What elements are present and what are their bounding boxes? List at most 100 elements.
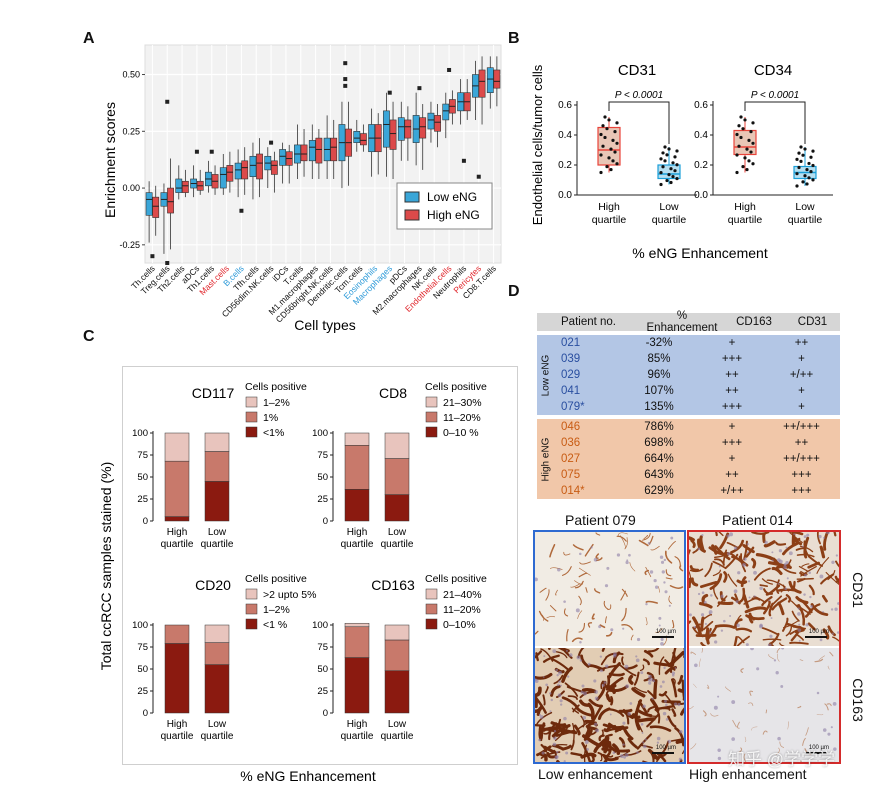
- stain-stroke: [587, 622, 593, 628]
- stain-stroke: [698, 658, 701, 667]
- cell-patient-no: 021: [561, 337, 581, 349]
- outlier-point: [343, 77, 348, 82]
- nucleus-dot: [627, 712, 631, 716]
- box: [167, 187, 174, 214]
- stain-stroke: [775, 541, 787, 546]
- stain-stroke: [751, 532, 770, 535]
- nucleus-dot: [660, 637, 664, 641]
- stain-stroke: [535, 652, 539, 662]
- nucleus-dot: [775, 671, 779, 675]
- nucleus-dot: [677, 703, 681, 707]
- stain-stroke: [602, 753, 614, 758]
- nucleus-dot: [535, 678, 537, 682]
- nucleus-dot: [649, 677, 654, 682]
- box: [175, 178, 183, 193]
- box: [493, 69, 501, 89]
- data-point: [607, 156, 611, 160]
- table-row: 021 -32% + ++: [537, 335, 840, 351]
- box: [404, 119, 412, 139]
- cell-cd163: +: [728, 453, 736, 465]
- stain-stroke: [714, 545, 731, 561]
- stain-stroke: [733, 636, 738, 646]
- nucleus-dot: [733, 546, 738, 550]
- stain-stroke: [771, 566, 783, 576]
- c-chart-title: CD20: [195, 577, 231, 593]
- stain-stroke: [621, 588, 628, 597]
- nucleus-dot: [753, 570, 757, 575]
- nucleus-dot: [837, 602, 839, 605]
- nucleus-dot: [549, 692, 552, 695]
- stain-stroke: [550, 721, 567, 727]
- stain-stroke: [539, 613, 545, 621]
- stain-stroke: [689, 620, 692, 625]
- bar-segment-mid: [204, 451, 230, 482]
- stain-stroke: [763, 540, 776, 548]
- stain-stroke: [539, 587, 547, 593]
- data-point: [811, 178, 815, 182]
- cell-enhancement: 135%: [644, 401, 674, 413]
- stain-stroke: [693, 683, 697, 688]
- stain-stroke: [777, 601, 785, 616]
- stain-stroke: [580, 654, 590, 668]
- stain-stroke: [825, 571, 839, 586]
- legend-title: Cells positive: [425, 573, 487, 585]
- y-tick-label: 50: [137, 472, 148, 483]
- legend-label-low: Low eNG: [427, 190, 477, 204]
- outlier-point: [447, 67, 452, 72]
- data-point: [747, 138, 751, 142]
- stain-stroke: [617, 532, 628, 536]
- nucleus-dot: [609, 713, 612, 716]
- stain-stroke: [662, 707, 671, 711]
- data-point: [749, 150, 753, 154]
- stain-stroke: [575, 706, 593, 717]
- outlier-point: [387, 90, 392, 95]
- stain-stroke: [549, 543, 556, 558]
- stain-stroke: [816, 532, 821, 545]
- stain-stroke: [799, 659, 804, 662]
- nucleus-dot: [816, 691, 820, 695]
- legend-label-high: High eNG: [427, 208, 480, 222]
- stain-stroke: [645, 600, 658, 604]
- stain-stroke: [821, 594, 828, 603]
- stain-stroke: [742, 593, 750, 609]
- stain-stroke: [700, 580, 718, 589]
- nucleus-dot: [563, 760, 566, 762]
- box: [279, 149, 287, 166]
- nucleus-dot: [649, 570, 654, 574]
- bar-segment-dark: [164, 643, 190, 714]
- stain-stroke: [791, 532, 803, 546]
- x-tick-label: quartile: [341, 539, 374, 550]
- box: [152, 196, 160, 218]
- nucleus-dot: [718, 565, 721, 568]
- stain-stroke: [748, 612, 756, 621]
- stain-stroke: [761, 627, 780, 636]
- nucleus-dot: [622, 721, 626, 725]
- nucleus-dot: [803, 593, 806, 596]
- nucleus-dot: [601, 683, 605, 687]
- stain-stroke: [816, 714, 824, 716]
- stain-stroke: [755, 552, 777, 563]
- nucleus-dot: [557, 683, 560, 687]
- data-point: [671, 175, 675, 179]
- box: [219, 167, 227, 189]
- bar-segment-mid: [204, 642, 230, 665]
- nucleus-dot: [593, 557, 598, 562]
- stain-stroke: [579, 691, 597, 699]
- stain-stroke: [585, 724, 598, 731]
- stain-stroke: [603, 600, 609, 610]
- box: [442, 103, 450, 121]
- x-tick-label: High: [167, 527, 188, 538]
- nucleus-dot: [658, 624, 661, 627]
- box-low-CD56dim.NK.cells: [264, 147, 272, 189]
- box: [597, 126, 621, 166]
- cell-cd163: +/++: [720, 485, 744, 497]
- stain-stroke: [800, 565, 817, 577]
- cell-patient-no: 075: [561, 469, 581, 481]
- nucleus-dot: [598, 625, 602, 629]
- outlier-point: [476, 174, 481, 179]
- stain-stroke: [679, 565, 684, 572]
- nucleus-dot: [771, 559, 774, 562]
- stain-stroke: [670, 701, 686, 706]
- nucleus-dot: [599, 655, 603, 658]
- stain-stroke: [589, 754, 595, 762]
